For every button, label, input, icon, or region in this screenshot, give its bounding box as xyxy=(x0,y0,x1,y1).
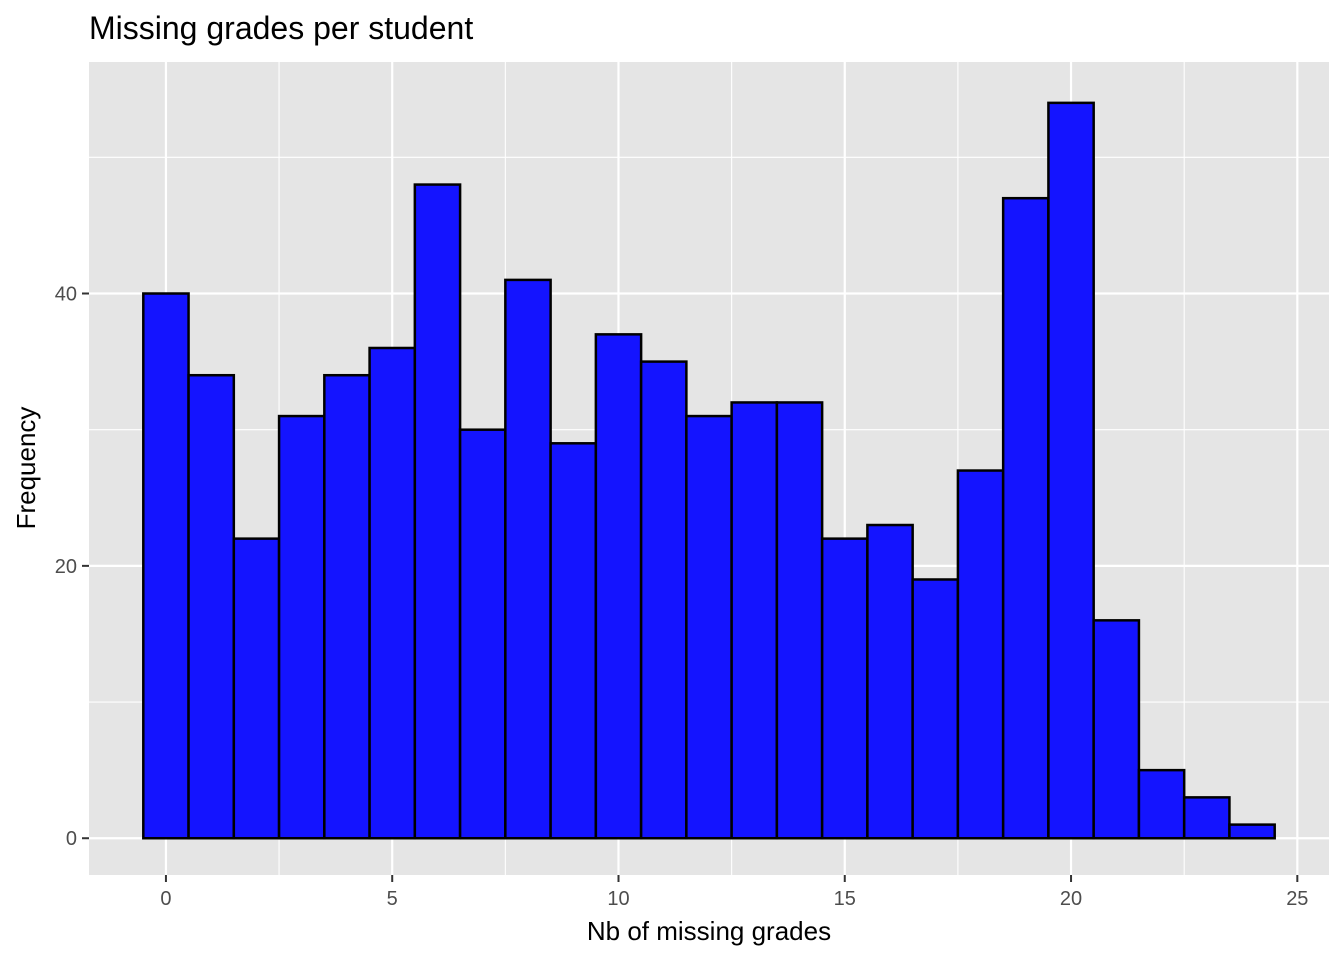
histogram-bar xyxy=(504,278,552,840)
histogram-bar xyxy=(911,578,960,840)
x-tick-label: 10 xyxy=(607,888,629,910)
histogram-bar xyxy=(232,537,281,840)
y-tick-label: 20 xyxy=(55,556,77,578)
histogram-bar xyxy=(1001,196,1050,840)
histogram-bar xyxy=(1092,619,1141,840)
x-tick-label: 0 xyxy=(160,888,171,910)
histogram-bar xyxy=(277,414,326,840)
y-axis: 0 20 40 xyxy=(55,284,89,850)
x-axis-title: Nb of missing grades xyxy=(587,916,831,946)
histogram-bar xyxy=(187,373,236,840)
histogram-bar xyxy=(1228,823,1276,840)
histogram-bar xyxy=(639,360,688,840)
y-tick-label: 40 xyxy=(55,284,77,306)
histogram-bar xyxy=(685,414,733,840)
histogram-bar xyxy=(413,183,462,840)
histogram-bar xyxy=(866,523,914,840)
histogram-bar xyxy=(956,469,1005,840)
histogram-bar xyxy=(142,292,190,840)
histogram-bar xyxy=(1047,101,1095,840)
y-tick-label: 0 xyxy=(66,828,77,850)
histogram-bar xyxy=(1137,768,1186,840)
x-tick-label: 20 xyxy=(1060,888,1082,910)
bars xyxy=(142,101,1276,840)
histogram-bar xyxy=(775,401,824,840)
x-tick-label: 15 xyxy=(834,888,856,910)
x-axis: 0 5 10 15 20 25 xyxy=(160,875,1308,910)
y-axis-title: Frequency xyxy=(11,407,41,530)
histogram-bar xyxy=(594,333,643,840)
x-tick-label: 5 xyxy=(387,888,398,910)
histogram-bar xyxy=(323,373,371,840)
x-tick-label: 25 xyxy=(1286,888,1308,910)
histogram-bar xyxy=(820,537,869,840)
histogram-bar xyxy=(1182,796,1231,840)
histogram-bar xyxy=(458,428,507,840)
histogram-bar xyxy=(549,442,598,840)
chart-title: Missing grades per student xyxy=(89,10,473,46)
histogram-bar xyxy=(368,346,417,840)
histogram-bar xyxy=(730,401,779,840)
